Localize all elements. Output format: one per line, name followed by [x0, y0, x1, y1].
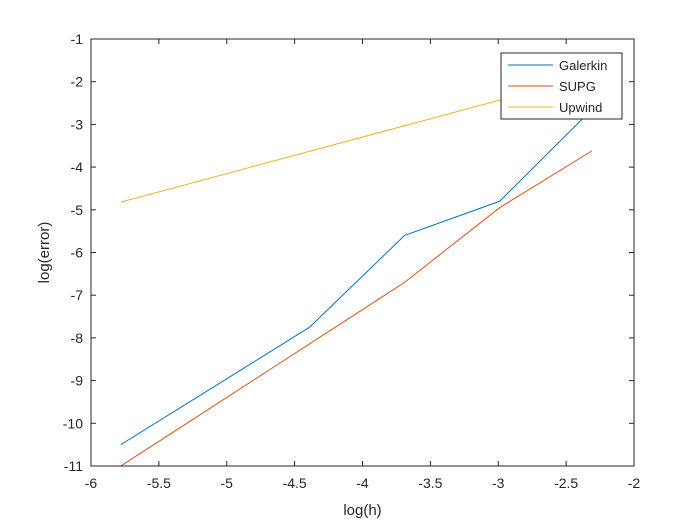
- tick-layer: -6 -5.5 -5 -4.5 -4 -3.5 -3 -2.5 -2 -11 -10 -9 -8 -7 -6…: [63, 31, 641, 491]
- y-tick-label: -4: [71, 159, 84, 175]
- y-tick-label: -9: [71, 373, 84, 389]
- legend-label-supg: SUPG: [559, 79, 596, 94]
- x-tick-label: -6: [85, 475, 98, 491]
- x-tick-label: -2: [628, 475, 641, 491]
- y-axis-label: log(error): [36, 222, 53, 284]
- x-tick-label: -2.5: [554, 475, 578, 491]
- y-tick-label: -11: [64, 458, 83, 474]
- y-tick-label: -6: [71, 245, 84, 261]
- x-tick-label: -5: [221, 475, 234, 491]
- y-tick-label: -8: [71, 330, 84, 346]
- y-tick-label: -5: [71, 202, 84, 218]
- x-tick-label: -3: [492, 475, 505, 491]
- y-tick-label: -7: [71, 287, 84, 303]
- y-tick-label: -2: [71, 74, 84, 90]
- x-tick-label: -3.5: [418, 475, 442, 491]
- x-axis-label: log(h): [343, 502, 381, 519]
- x-tick-label: -5.5: [147, 475, 171, 491]
- series-line-galerkin: [120, 109, 593, 446]
- legend-label-upwind: Upwind: [559, 100, 602, 115]
- series-line-supg: [120, 150, 593, 467]
- y-tick-label: -3: [71, 116, 84, 132]
- legend-label-galerkin: Galerkin: [559, 58, 607, 73]
- x-tick-label: -4.5: [283, 475, 307, 491]
- y-tick-label: -1: [71, 31, 84, 47]
- legend: Galerkin SUPG Upwind: [500, 52, 623, 120]
- x-tick-label: -4: [356, 475, 369, 491]
- y-tick-label: -10: [63, 415, 83, 431]
